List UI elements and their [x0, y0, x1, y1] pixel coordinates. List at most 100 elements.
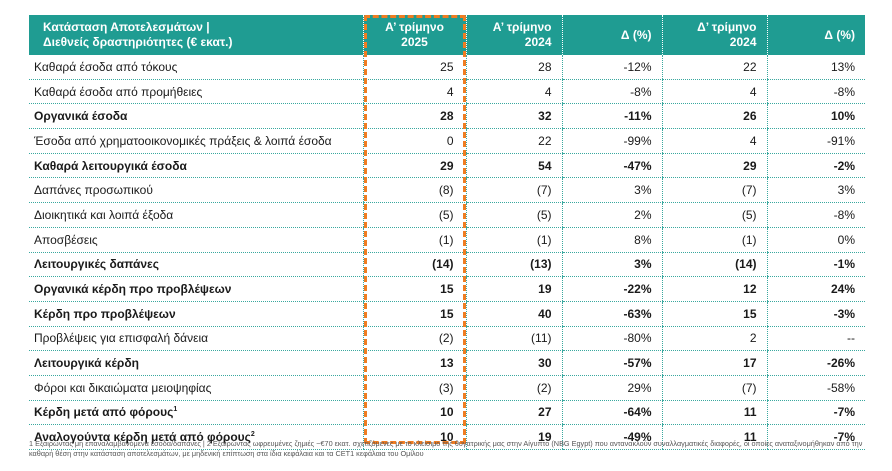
row-label: Αναλογούντα κέρδη μετά από φόρους2 — [29, 424, 363, 450]
cell-value: 4 — [661, 79, 767, 105]
table-row: Δαπάνες προσωπικού (8) (7) 3% (7) 3% — [29, 177, 865, 204]
income-statement: Κατάσταση Αποτελεσμάτων | Διεθνείς δραστη… — [29, 15, 865, 450]
cell-value: -99% — [561, 128, 662, 154]
cell-value: 2% — [561, 202, 662, 228]
cell-value: 15 — [362, 301, 466, 327]
cell-value: (7) — [661, 375, 767, 401]
cell-value: 13% — [766, 55, 865, 80]
cell-value: 22 — [661, 55, 767, 80]
cell-value: -91% — [766, 128, 865, 154]
header-col-2: Α’ τρίμηνο 2024 — [465, 15, 562, 55]
table-row: Κέρδη προ προβλέψεων 15 40 -63% 15 -3% — [29, 301, 865, 327]
header-line1: Α’ τρίμηνο — [492, 20, 552, 34]
cell-value: -26% — [766, 350, 865, 376]
row-label-text: Προβλέψεις για επισφαλή δάνεια — [34, 331, 209, 346]
cell-value: (1) — [661, 227, 767, 253]
header-line2: 2024 — [524, 35, 552, 49]
header-line1: Α’ τρίμηνο — [385, 20, 444, 34]
cell-value: 19 — [465, 424, 562, 450]
row-label-text: Λειτουργικές δαπάνες — [34, 257, 159, 272]
cell-value: (7) — [465, 177, 562, 204]
header-col-5: Δ (%) — [766, 15, 865, 55]
cell-value: (2) — [465, 375, 562, 401]
cell-value: 13 — [362, 350, 466, 376]
cell-value: -47% — [561, 153, 662, 179]
row-label-text: Οργανικά κέρδη προ προβλέψεων — [34, 282, 232, 297]
footnote-marker: 1 — [173, 406, 178, 414]
cell-value: -1% — [766, 252, 865, 278]
row-label: Κέρδη προ προβλέψεων — [29, 301, 363, 327]
row-label-text: Καθαρά λειτουργικά έσοδα — [34, 158, 187, 173]
cell-value: 3% — [766, 177, 865, 204]
cell-value: 22 — [465, 128, 562, 154]
row-label: Αποσβέσεις — [29, 227, 363, 253]
cell-value: 8% — [561, 227, 662, 253]
table-row: Κέρδη μετά από φόρους1 10 27 -64% 11 -7% — [29, 400, 865, 426]
cell-value: -8% — [766, 202, 865, 228]
table-row: Λειτουργικές δαπάνες (14) (13) 3% (14) -1% — [29, 252, 865, 278]
row-label: Προβλέψεις για επισφαλή δάνεια — [29, 326, 363, 352]
cell-value: 28 — [465, 55, 562, 80]
row-label-text: Οργανικά έσοδα — [34, 109, 128, 124]
table-row: Λειτουργικά κέρδη 13 30 -57% 17 -26% — [29, 350, 865, 376]
cell-value: (13) — [465, 252, 562, 278]
cell-value: -64% — [561, 400, 662, 426]
cell-value: -12% — [561, 55, 662, 80]
cell-value: 54 — [465, 153, 562, 179]
header-title: Κατάσταση Αποτελεσμάτων | Διεθνείς δραστη… — [29, 15, 363, 55]
cell-value: 3% — [561, 252, 662, 278]
table-row: Φόροι και δικαιώματα μειοψηφίας (3) (2) 29%… — [29, 375, 865, 401]
row-label-text: Κέρδη προ προβλέψεων — [34, 306, 176, 321]
cell-value: -2% — [766, 153, 865, 179]
table-row: Έσοδα από χρηματοοικονομικές πράξεις & λ… — [29, 128, 865, 154]
row-label: Λειτουργικά κέρδη — [29, 350, 363, 376]
cell-value: (7) — [661, 177, 767, 204]
cell-value: -7% — [766, 400, 865, 426]
cell-value: (1) — [465, 227, 562, 253]
cell-value: (14) — [362, 252, 466, 278]
header-line2: Διεθνείς δραστηριότητες (€ εκατ.) — [43, 35, 233, 49]
footnote-marker: 2 — [250, 431, 255, 439]
header-col-3: Δ (%) — [561, 15, 662, 55]
cell-value: -3% — [766, 301, 865, 327]
row-label-text: Καθαρά έσοδα από προμήθειες — [34, 84, 203, 99]
cell-value: (1) — [362, 227, 466, 253]
row-label-text: Φόροι και δικαιώματα μειοψηφίας — [34, 380, 212, 395]
header-line1: Δ (%) — [620, 27, 652, 42]
cell-value: 15 — [362, 276, 466, 302]
cell-value: (8) — [362, 177, 466, 204]
row-label-text: Αναλογούντα κέρδη μετά από φόρους — [34, 430, 251, 445]
cell-value: 30 — [465, 350, 562, 376]
income-statement-table: Κατάσταση Αποτελεσμάτων | Διεθνείς δραστη… — [29, 15, 865, 450]
row-label: Δαπάνες προσωπικού — [29, 177, 363, 204]
cell-value: 11 — [661, 400, 767, 426]
cell-value: 4 — [465, 79, 562, 105]
row-label: Διοικητικά και λοιπά έξοδα — [29, 202, 363, 228]
table-row: Αποσβέσεις (1) (1) 8% (1) 0% — [29, 227, 865, 253]
cell-value: 4 — [362, 79, 466, 105]
cell-value: -63% — [561, 301, 662, 327]
row-label: Έσοδα από χρηματοοικονομικές πράξεις & λ… — [29, 128, 363, 154]
cell-value: -8% — [766, 79, 865, 105]
header-col-1: Α’ τρίμηνο 2025 — [362, 15, 466, 55]
cell-value: -8% — [561, 79, 662, 105]
row-label: Λειτουργικές δαπάνες — [29, 252, 363, 278]
row-label: Οργανικά έσοδα — [29, 103, 363, 130]
cell-value: (2) — [362, 326, 466, 352]
row-label-text: Λειτουργικά κέρδη — [34, 356, 139, 371]
cell-value: 10% — [766, 103, 865, 130]
row-label-text: Έσοδα από χρηματοοικονομικές πράξεις & λ… — [34, 133, 332, 148]
cell-value: -11% — [561, 103, 662, 130]
header-line2: 2024 — [729, 35, 757, 49]
cell-value: 10 — [362, 424, 466, 450]
header-col-4: Δ’ τρίμηνο 2024 — [661, 15, 767, 55]
row-label: Καθαρά λειτουργικά έσοδα — [29, 153, 363, 179]
cell-value: (5) — [661, 202, 767, 228]
table-row: Καθαρά έσοδα από τόκους 25 28 -12% 22 13% — [29, 55, 865, 80]
cell-value: 26 — [661, 103, 767, 130]
row-label-text: Κέρδη μετά από φόρους — [34, 405, 174, 420]
cell-value: 12 — [661, 276, 767, 302]
cell-value: (5) — [362, 202, 466, 228]
table-row: Καθαρά λειτουργικά έσοδα 29 54 -47% 29 -2% — [29, 153, 865, 179]
table-row: Οργανικά κέρδη προ προβλέψεων 15 19 -22% 12 2… — [29, 276, 865, 302]
